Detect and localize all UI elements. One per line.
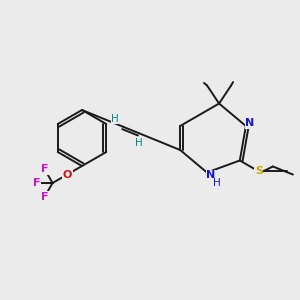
Text: H: H <box>111 114 119 124</box>
Text: N: N <box>206 170 215 181</box>
Text: F: F <box>41 192 48 202</box>
Text: H: H <box>213 178 221 188</box>
Text: S: S <box>255 167 263 176</box>
Text: O: O <box>63 170 72 180</box>
Text: F: F <box>41 164 48 174</box>
Text: H: H <box>135 138 143 148</box>
Text: N: N <box>245 118 254 128</box>
Text: F: F <box>33 178 40 188</box>
